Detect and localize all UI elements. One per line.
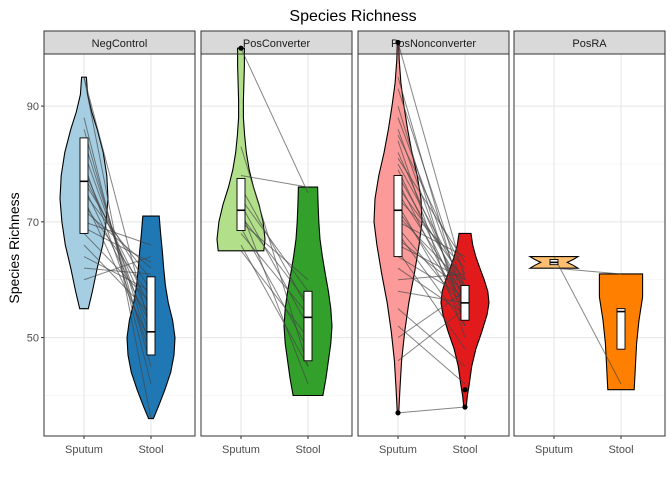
paired-line (397, 88, 466, 292)
paired-line (397, 129, 466, 315)
paired-line (397, 267, 466, 315)
paired-line (397, 290, 466, 304)
box-sputum (393, 175, 403, 258)
paired-line (397, 105, 466, 327)
paired-line (240, 48, 309, 194)
paired-line (397, 308, 466, 362)
paired-line (397, 163, 466, 286)
facet-panel: NegControl Sputum Stool (43, 30, 196, 456)
paired-line (240, 215, 309, 304)
paired-line (397, 221, 466, 258)
paired-line (397, 77, 466, 309)
paired-line (397, 227, 466, 309)
paired-line (240, 175, 309, 188)
x-tick-label: Sputum (222, 444, 260, 456)
plot-title: Species Richness (289, 8, 416, 25)
paired-line (83, 244, 152, 315)
x-tick-label: Stool (138, 444, 163, 456)
panel-background (514, 54, 665, 436)
x-tick-label: Stool (295, 444, 320, 456)
paired-line (83, 267, 152, 275)
paired-line (240, 198, 309, 292)
y-axis-title: Species Richness (6, 192, 22, 303)
paired-line (397, 273, 466, 281)
paired-line (397, 117, 466, 298)
paired-line (83, 221, 152, 246)
paired-line (397, 325, 466, 385)
paired-line (397, 209, 466, 304)
box-sputum (236, 177, 246, 231)
paired-line (397, 152, 466, 304)
paired-line (553, 256, 622, 385)
outlier-point (462, 404, 468, 410)
x-tick-label: Stool (608, 444, 633, 456)
outlier-point (238, 45, 244, 51)
box-stool (146, 276, 156, 356)
paired-line (397, 250, 466, 350)
paired-line (397, 290, 466, 339)
paired-line (397, 42, 466, 280)
paired-line (553, 267, 622, 275)
y-tick-label: 70 (27, 217, 39, 229)
x-tick-label: Stool (452, 444, 477, 456)
paired-line (397, 233, 466, 327)
paired-line (397, 181, 466, 315)
facet-panel: PosNonconverter Sputum Stool (357, 30, 510, 456)
box-stool (616, 308, 626, 350)
paired-line (397, 244, 466, 281)
facet-strip-label: PosNonconverter (391, 38, 476, 50)
paired-line (240, 250, 309, 338)
paired-line (83, 192, 152, 281)
y-tick-label: 50 (27, 333, 39, 345)
outlier-point (395, 39, 401, 46)
panel-border (357, 53, 510, 437)
panel-border (513, 53, 666, 437)
paired-line (397, 198, 466, 269)
facet-strip-label: NegControl (92, 38, 148, 50)
panel-border (200, 53, 353, 437)
outlier-point (462, 387, 468, 393)
paired-line (240, 204, 309, 327)
paired-line (397, 308, 466, 367)
facet-panels: 50 70 90 NegControl Sputum Stool PosConverter S… (27, 30, 666, 456)
box-stool (303, 290, 313, 362)
panel-border (43, 53, 196, 437)
x-tick-label: Sputum (65, 444, 103, 456)
outlier-point (395, 410, 401, 416)
paired-line (83, 175, 152, 309)
facet-panel: PosRA Sputum Stool (513, 30, 666, 456)
paired-line (397, 238, 466, 292)
box-sputum (79, 137, 89, 234)
paired-line (240, 221, 309, 281)
paired-line (83, 129, 152, 367)
y-tick-label: 90 (27, 101, 39, 113)
facet-panel: PosConverter Sputum Stool (200, 30, 353, 456)
paired-line (83, 256, 152, 281)
facet-strip-label: PosConverter (243, 38, 311, 50)
paired-line (397, 406, 466, 414)
paired-line (83, 209, 152, 269)
paired-line (83, 256, 152, 292)
paired-line (240, 210, 309, 385)
x-tick-label: Sputum (535, 444, 573, 456)
paired-line (83, 77, 152, 332)
paired-line (397, 157, 466, 263)
paired-line (240, 227, 309, 350)
facet-strip-label: PosRA (572, 38, 607, 50)
paired-line (83, 227, 152, 263)
paired-line (240, 233, 309, 315)
x-tick-label: Sputum (379, 444, 417, 456)
